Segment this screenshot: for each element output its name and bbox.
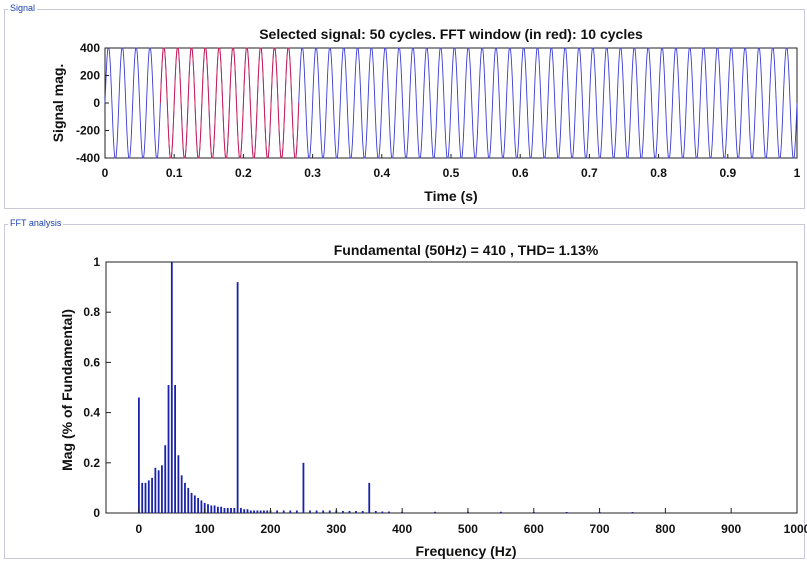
signal-y-tick-label: 0 (93, 96, 100, 110)
signal-x-tick-label: 0.6 (512, 166, 529, 180)
signal-x-tick-label: 0.1 (166, 166, 183, 180)
signal-y-tick-label: 400 (80, 41, 100, 55)
signal-plot-area: 0 0.1 0.2 0.3 0.4 0.5 0.6 0.7 0.8 0.9 1 400 200 0 -200… (76, 41, 801, 180)
signal-x-tick-label: 0.8 (650, 166, 667, 180)
signal-chart-title: Selected signal: 50 cycles. FFT window (… (259, 26, 643, 42)
signal-x-tick-label: 0.2 (235, 166, 252, 180)
signal-x-tick-label: 0 (102, 166, 109, 180)
signal-y-tick-label: -400 (76, 151, 100, 165)
signal-y-tick-label: 200 (80, 69, 100, 83)
signal-x-tick-label: 0.9 (719, 166, 736, 180)
signal-x-tick-label: 1 (794, 166, 801, 180)
signal-x-axis-label: Time (s) (424, 188, 477, 204)
signal-y-tick-label: -200 (76, 124, 100, 138)
signal-y-axis-label: Signal mag. (50, 64, 66, 143)
signal-x-tick-label: 0.5 (443, 166, 460, 180)
signal-x-tick-label: 0.7 (581, 166, 598, 180)
signal-x-tick-label: 0.3 (304, 166, 321, 180)
signal-x-tick-label: 0.4 (373, 166, 390, 180)
